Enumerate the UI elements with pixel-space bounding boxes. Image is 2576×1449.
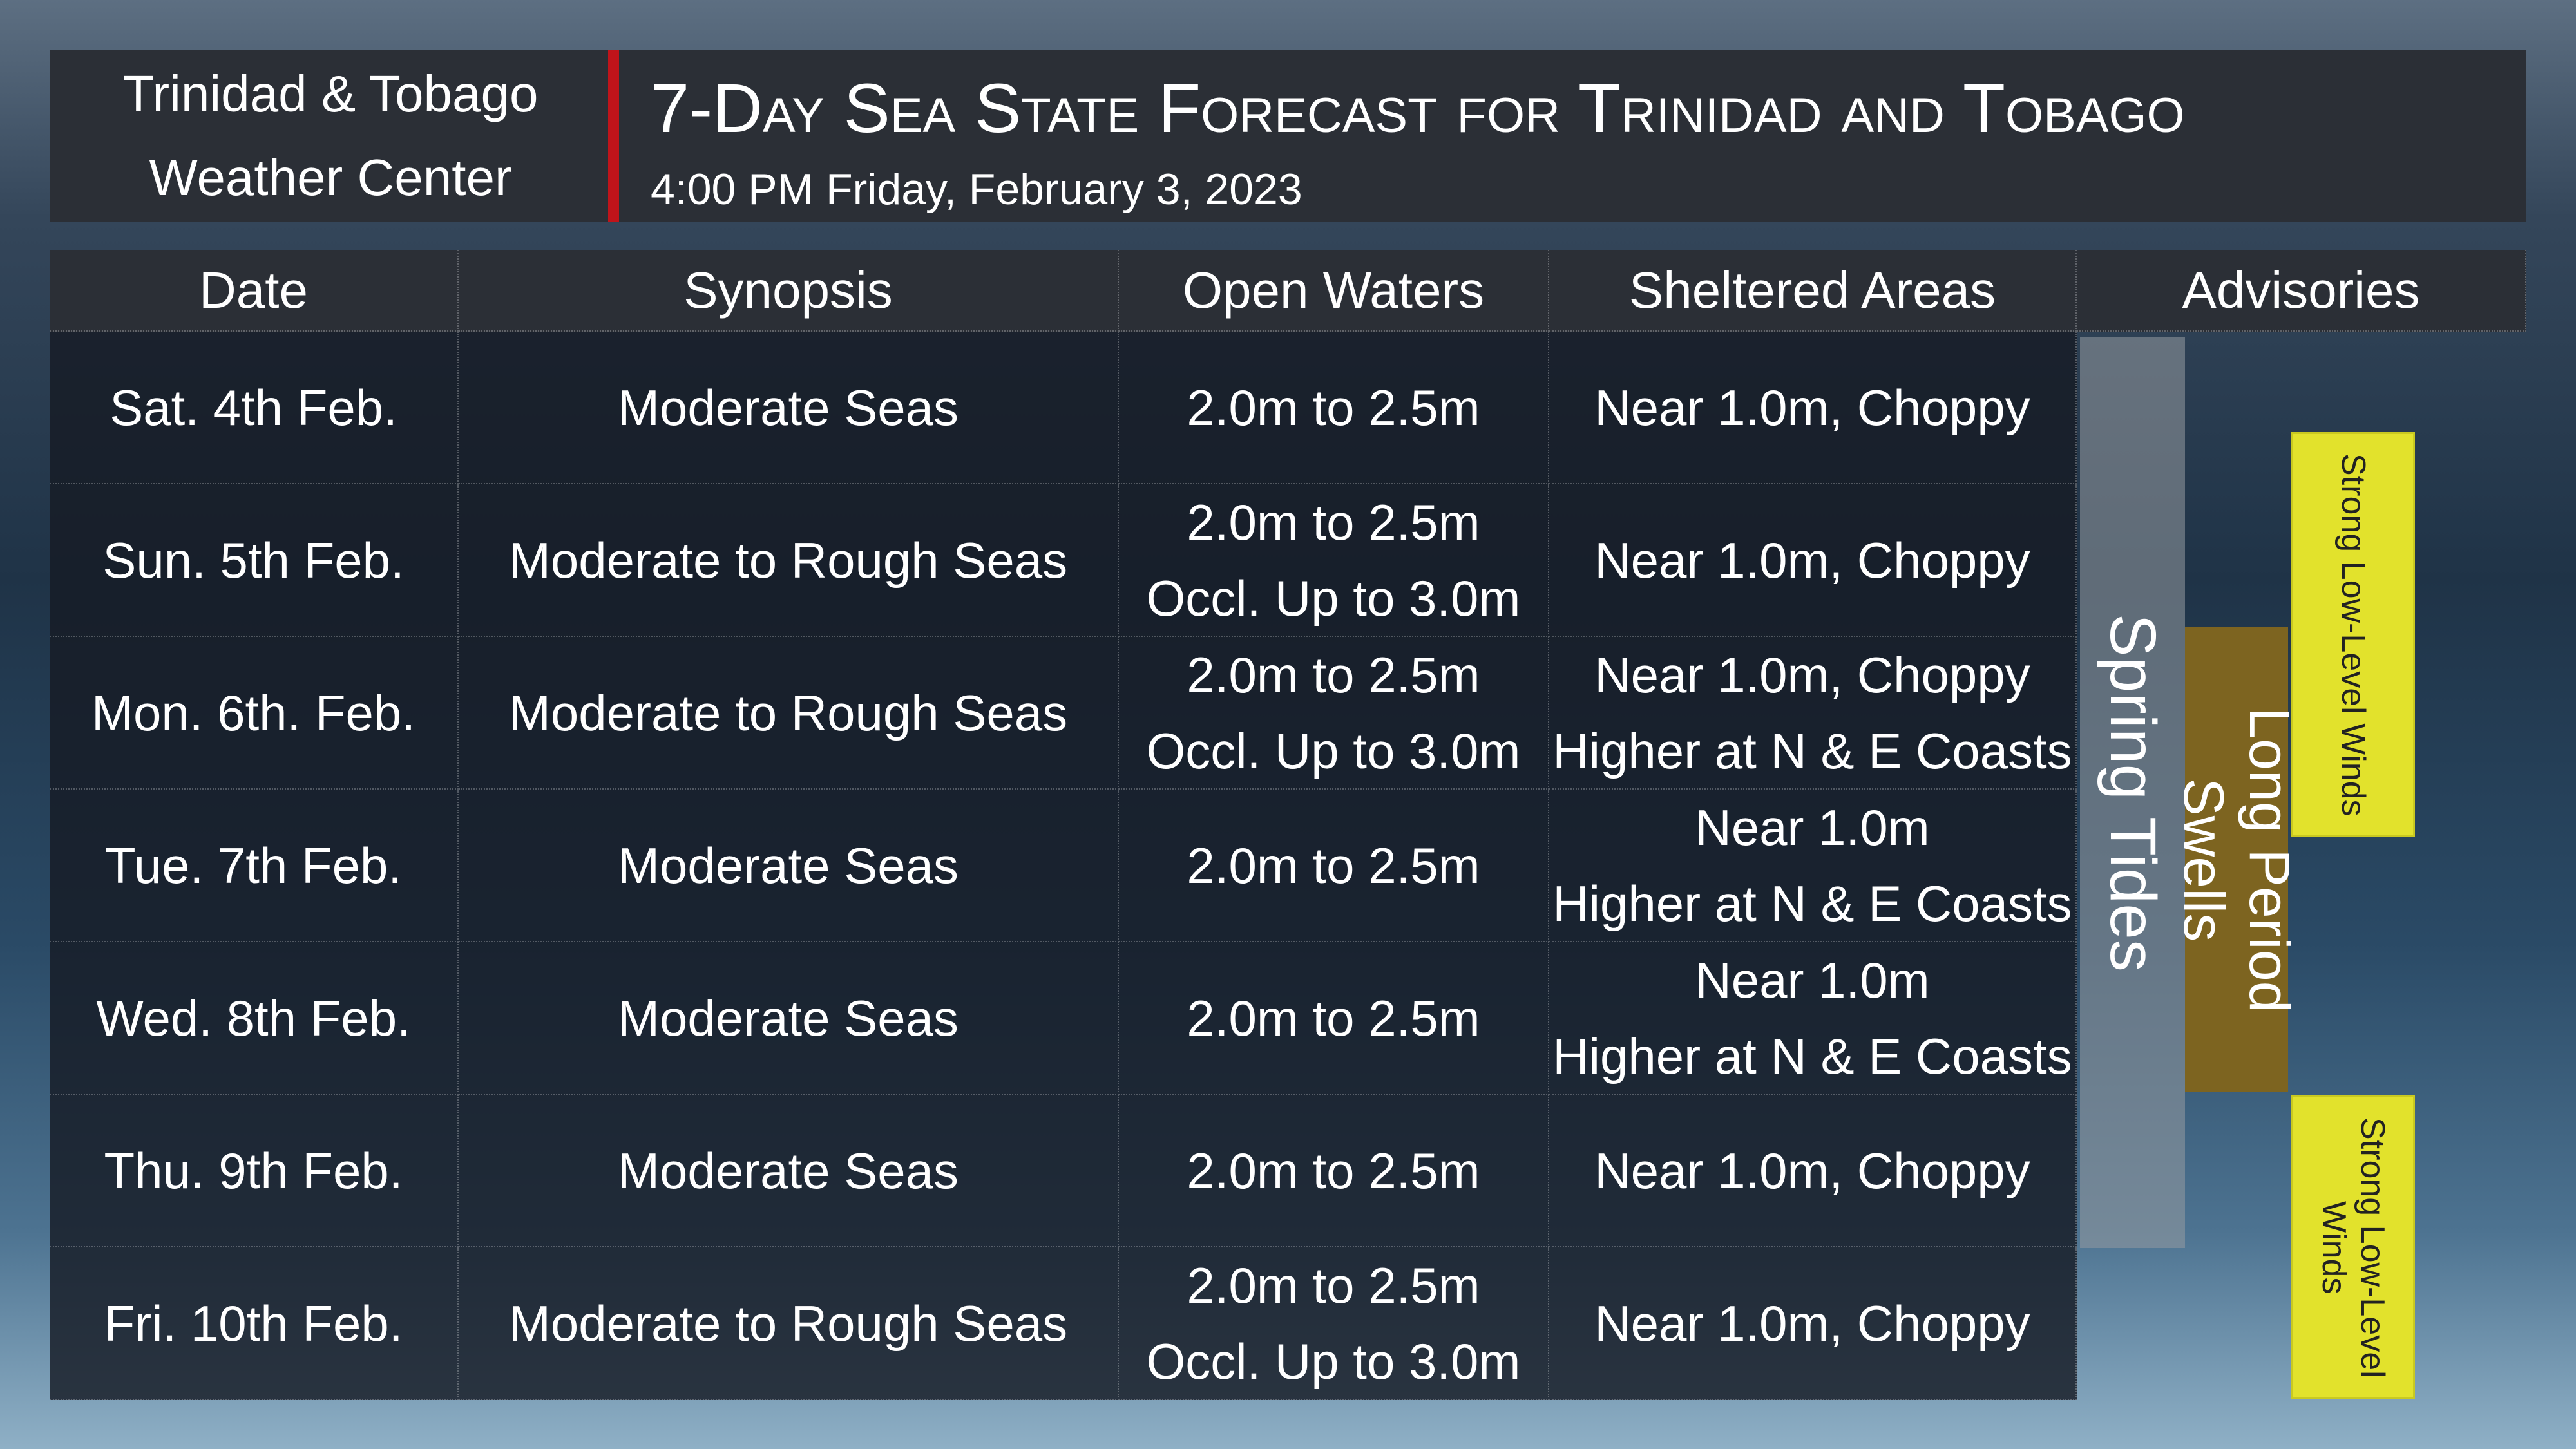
cell-text: 2.0m to 2.5m (1187, 1256, 1480, 1314)
column-header: Sheltered Areas (1549, 250, 2077, 332)
cell-text: 2.0m to 2.5m (1187, 1142, 1480, 1199)
table-cell: Mon. 6th. Feb. (50, 637, 459, 790)
table-cell: Tue. 7th Feb. (50, 790, 459, 942)
table-cell: Fri. 10th Feb. (50, 1247, 459, 1400)
table-cell: Near 1.0m, Choppy Higher at N & E Coasts (1549, 637, 2077, 790)
table-cell: Near 1.0m, Choppy (1549, 1095, 2077, 1247)
cell-text: Near 1.0m, Choppy (1594, 646, 2030, 703)
cell-text: Occl. Up to 3.0m (1146, 569, 1521, 627)
table-cell: Near 1.0m, Choppy (1549, 332, 2077, 484)
cell-text: 2.0m to 2.5m (1187, 989, 1480, 1046)
column-header: Advisories (2077, 250, 2526, 332)
table-cell: Moderate Seas (459, 790, 1119, 942)
table-cell: Sat. 4th Feb. (50, 332, 459, 484)
timestamp: 4:00 PM Friday, February 3, 2023 (651, 165, 1302, 214)
divider (608, 50, 619, 222)
table-cell: Moderate to Rough Seas (459, 1247, 1119, 1400)
org-line: Weather Center (149, 148, 512, 206)
org-line: Trinidad & Tobago (122, 64, 539, 122)
organization: Trinidad & Tobago Weather Center (50, 50, 611, 222)
table-cell: Moderate Seas (459, 942, 1119, 1095)
table-cell: 2.0m to 2.5m Occl. Up to 3.0m (1119, 637, 1549, 790)
advisory: Strong Low-Level Winds (2291, 432, 2415, 837)
cell-text: Near 1.0m, Choppy (1594, 1294, 2030, 1352)
cell-text: Moderate Seas (618, 379, 959, 436)
cell-text: Thu. 9th Feb. (104, 1142, 403, 1199)
table-cell: Moderate Seas (459, 1095, 1119, 1247)
table-cell: 2.0m to 2.5m Occl. Up to 3.0m (1119, 1247, 1549, 1400)
column-header: Synopsis (459, 250, 1119, 332)
cell-text: Moderate Seas (618, 989, 959, 1046)
cell-text: Near 1.0m, Choppy (1594, 531, 2030, 589)
table-cell: 2.0m to 2.5m (1119, 790, 1549, 942)
cell-text: Higher at N & E Coasts (1552, 722, 2072, 779)
advisory: Spring Tides (2080, 337, 2185, 1248)
cell-text: Occl. Up to 3.0m (1146, 1332, 1521, 1390)
cell-text: Fri. 10th Feb. (104, 1294, 403, 1352)
table-cell: 2.0m to 2.5m Occl. Up to 3.0m (1119, 484, 1549, 637)
advisory: Strong Low-Level Winds (2291, 1095, 2415, 1399)
column-header: Open Waters (1119, 250, 1549, 332)
cell-text: Moderate Seas (618, 837, 959, 894)
cell-text: Tue. 7th Feb. (104, 837, 403, 894)
cell-text: Near 1.0m, Choppy (1594, 379, 2030, 436)
table-cell: Near 1.0m Higher at N & E Coasts (1549, 942, 2077, 1095)
cell-text: Moderate to Rough Seas (508, 1294, 1068, 1352)
table-cell: Near 1.0m, Choppy (1549, 484, 2077, 637)
cell-text: Wed. 8th Feb. (96, 989, 411, 1046)
table-cell: Moderate Seas (459, 332, 1119, 484)
cell-text: Higher at N & E Coasts (1552, 1027, 2072, 1084)
table-cell: Near 1.0m, Choppy (1549, 1247, 2077, 1400)
table-cell: Near 1.0m Higher at N & E Coasts (1549, 790, 2077, 942)
advisory: Long Period Swells (2172, 627, 2302, 1092)
cell-text: Moderate to Rough Seas (508, 684, 1068, 741)
cell-text: Near 1.0m (1695, 951, 1930, 1009)
cell-text: Occl. Up to 3.0m (1146, 722, 1521, 779)
cell-text: 2.0m to 2.5m (1187, 493, 1480, 551)
table-cell: Sun. 5th Feb. (50, 484, 459, 637)
table-cell: 2.0m to 2.5m (1119, 942, 1549, 1095)
title: 7-Day Sea State Forecast for Trinidad an… (651, 69, 2185, 147)
cell-text: 2.0m to 2.5m (1187, 646, 1480, 703)
table-cell: 2.0m to 2.5m (1119, 1095, 1549, 1247)
table-cell: Thu. 9th Feb. (50, 1095, 459, 1247)
cell-text: Near 1.0m, Choppy (1594, 1142, 2030, 1199)
cell-text: Mon. 6th. Feb. (91, 684, 415, 741)
cell-text: Near 1.0m (1695, 799, 1930, 856)
column-header: Date (50, 250, 459, 332)
cell-text: Moderate Seas (618, 1142, 959, 1199)
cell-text: Higher at N & E Coasts (1552, 875, 2072, 932)
cell-text: Sun. 5th Feb. (102, 531, 405, 589)
cell-text: Sat. 4th Feb. (110, 379, 397, 436)
table-cell: Wed. 8th Feb. (50, 942, 459, 1095)
table-cell: 2.0m to 2.5m (1119, 332, 1549, 484)
cell-text: Moderate to Rough Seas (508, 531, 1068, 589)
table-cell: Moderate to Rough Seas (459, 637, 1119, 790)
table-cell: Moderate to Rough Seas (459, 484, 1119, 637)
header-bar (50, 50, 2526, 222)
cell-text: 2.0m to 2.5m (1187, 837, 1480, 894)
cell-text: 2.0m to 2.5m (1187, 379, 1480, 436)
